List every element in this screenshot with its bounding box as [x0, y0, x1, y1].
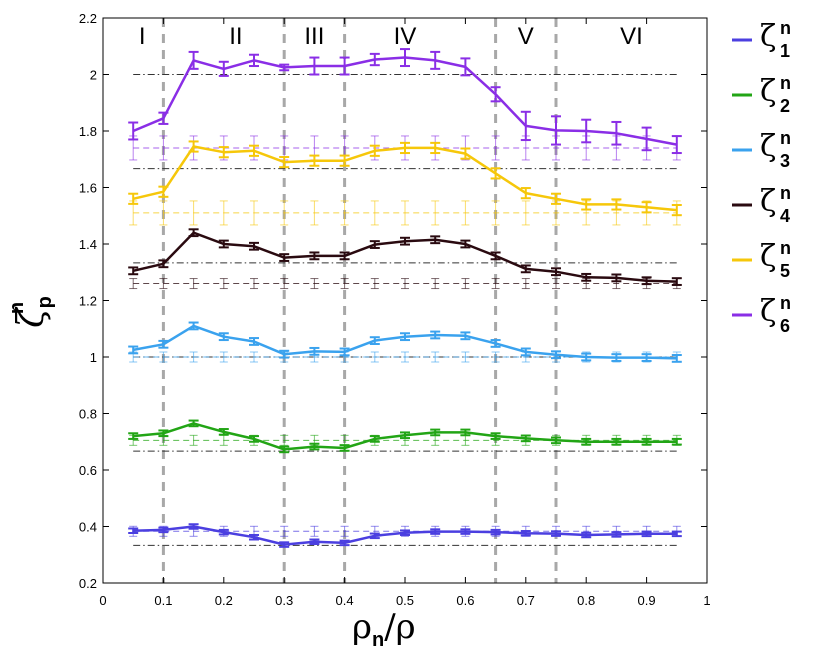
legend-zeta-5: ζ [760, 239, 776, 274]
legend-item-5: ζ n 5 [732, 238, 791, 281]
series-5 [128, 140, 682, 217]
y-tick-label-7: 1.6 [79, 181, 97, 196]
legend-item-2: ζ n 2 [732, 73, 791, 116]
series-3 [128, 321, 682, 363]
region-label-iv: IV [394, 23, 417, 50]
legend-sub-5: 5 [780, 261, 790, 281]
plot-background [103, 18, 707, 583]
x-tick-label-7: 0.7 [517, 593, 535, 608]
region-boundaries [161, 18, 558, 583]
x-axis-title-main: ρ [352, 607, 372, 647]
region-label-ii: II [229, 23, 242, 50]
legend-zeta-2: ζ [760, 74, 776, 109]
legend-sup-3: n [780, 128, 791, 148]
legend-zeta-6: ζ [760, 294, 776, 329]
legend-sup-1: n [780, 18, 791, 38]
x-axis-title: ρn/ρ [352, 607, 416, 651]
legend-zeta-4: ζ [760, 184, 776, 219]
series-1 [128, 523, 682, 548]
x-tick-label-4: 0.4 [336, 593, 354, 608]
y-tick-label-0: 0.2 [79, 576, 97, 591]
legend-item-6: ζ n 6 [732, 293, 791, 336]
y-tick-label-5: 1.2 [79, 294, 97, 309]
x-tick-label-3: 0.3 [275, 593, 293, 608]
y-axis-title-text: ζp [11, 296, 56, 328]
y-tick-label-8: 1.8 [79, 124, 97, 139]
y-tick-label-10: 2.2 [79, 11, 97, 26]
y-axis-title-main: ζ [11, 306, 52, 328]
legend-sub-2: 2 [780, 96, 790, 116]
x-tick-label-5: 0.5 [396, 593, 414, 608]
x-tick-label-1: 0.1 [154, 593, 172, 608]
legend-sub-1: 1 [780, 41, 790, 61]
legend-item-4: ζ n 4 [732, 183, 791, 226]
y-axis-title: ζp n [6, 296, 56, 328]
legend-sup-6: n [780, 293, 791, 313]
y-axis-title-sup: n [6, 302, 28, 314]
series-group [128, 48, 682, 548]
legend-sup-5: n [780, 238, 791, 258]
series-2 [128, 419, 682, 454]
x-tick-label-9: 0.9 [638, 593, 656, 608]
x-tick-label-8: 0.8 [577, 593, 595, 608]
legend-zeta-3: ζ [760, 129, 776, 164]
region-label-iii: III [304, 23, 324, 50]
region-label-v: V [518, 23, 534, 50]
x-tick-label-2: 0.2 [215, 593, 233, 608]
series-6 [128, 48, 682, 155]
y-tick-label-3: 0.8 [79, 407, 97, 422]
y-axis-title-sub: p [34, 296, 56, 308]
x-tick-label-10: 1 [703, 593, 710, 608]
x-axis-title-sub: n [372, 629, 384, 651]
y-tick-label-1: 0.4 [79, 520, 97, 535]
y-tick-label-2: 0.6 [79, 463, 97, 478]
x-tick-label-0: 0 [99, 593, 106, 608]
x-axis: 0 0.1 0.2 0.3 0.4 0.5 0.6 0.7 0.8 0.9 1 [99, 18, 711, 608]
legend: ζ n1ζ n2ζ n3ζ n4ζ n5ζ n6 [732, 18, 791, 336]
legend-sup-2: n [780, 73, 791, 93]
legend-item-1: ζ n 1 [732, 18, 791, 61]
region-label-i: I [139, 23, 146, 50]
x-tick-label-6: 0.6 [456, 593, 474, 608]
region-labels: I II III IV V VI [139, 23, 643, 50]
legend-sub-3: 3 [780, 151, 790, 171]
y-tick-label-9: 2 [90, 68, 97, 83]
y-tick-label-6: 1.4 [79, 237, 97, 252]
y-axis: 0.2 0.4 0.6 0.8 1 1.2 1.4 1.6 1.8 2 2.2 [79, 11, 707, 591]
region-label-vi: VI [620, 23, 643, 50]
legend-sub-6: 6 [780, 316, 790, 336]
legend-zeta-1: ζ [760, 19, 776, 54]
series-4 [128, 228, 682, 286]
legend-sub-4: 4 [780, 206, 790, 226]
legend-sup-4: n [780, 183, 791, 203]
legend-item-3: ζ n 3 [732, 128, 791, 171]
y-tick-label-4: 1 [90, 350, 97, 365]
x-axis-title-tail: /ρ [384, 607, 415, 647]
